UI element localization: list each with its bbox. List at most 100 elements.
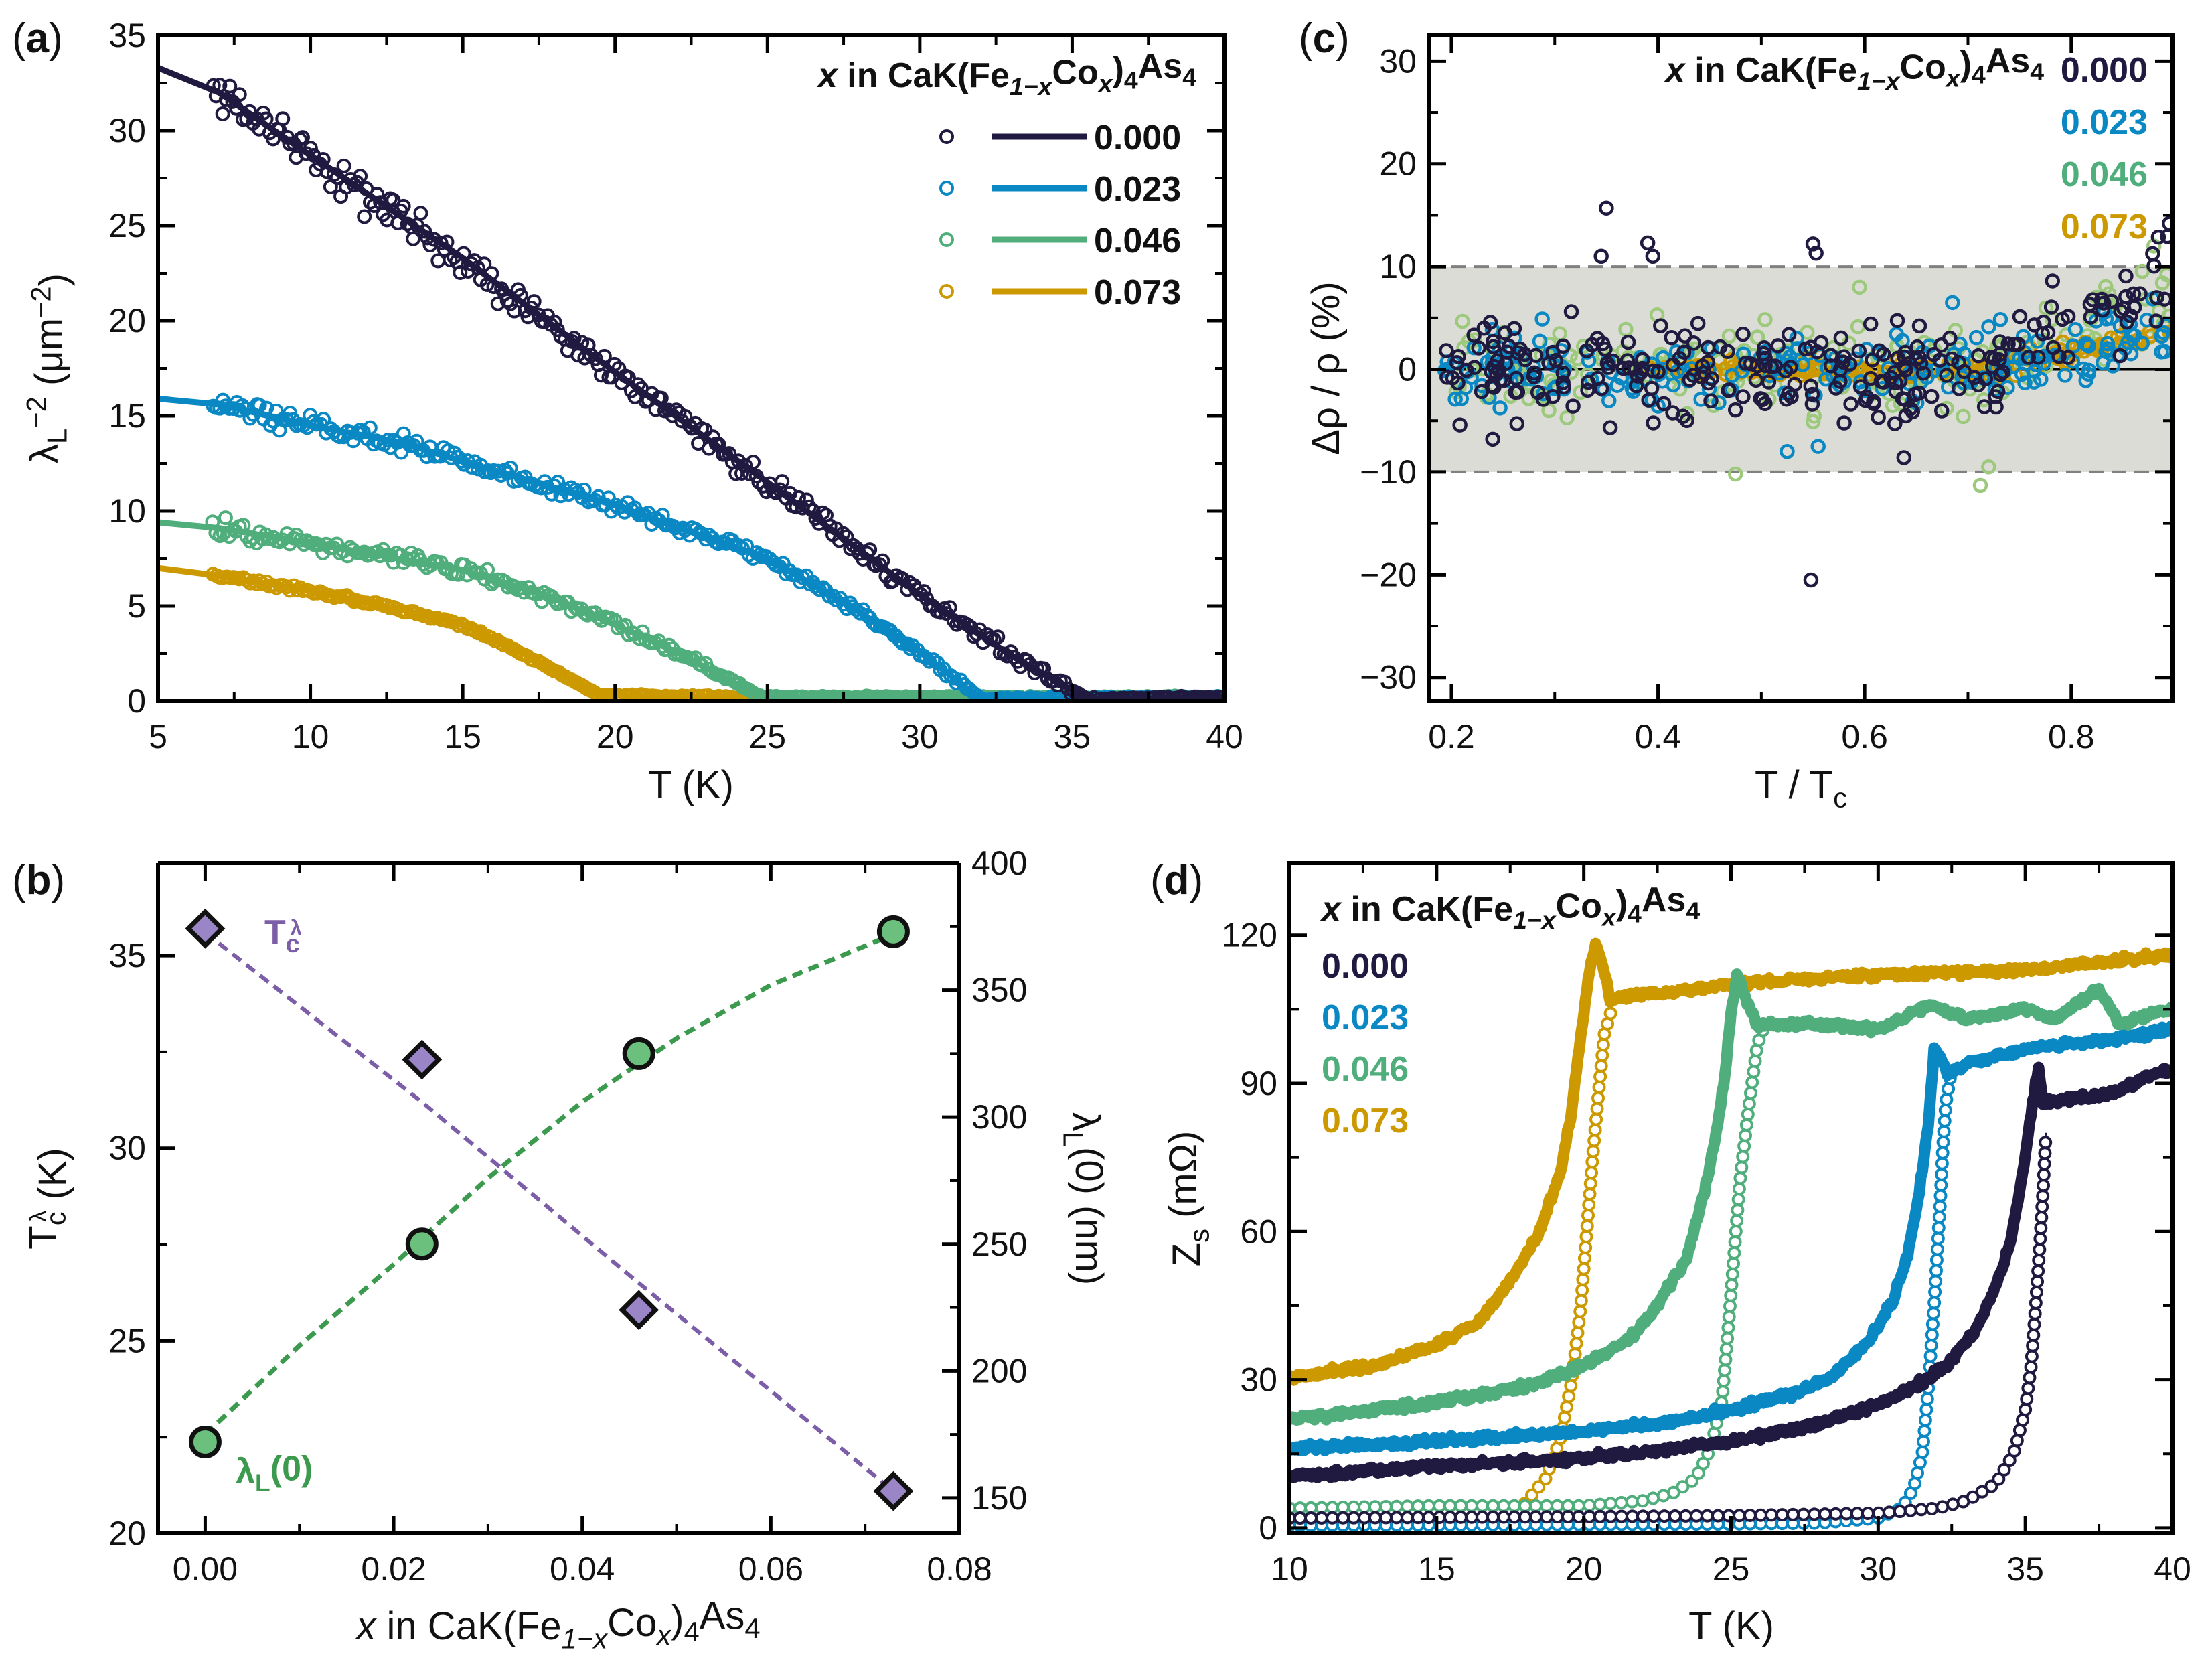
data-point xyxy=(1467,360,1482,375)
data-point xyxy=(1541,402,1557,419)
data-point xyxy=(215,106,230,121)
data-point xyxy=(2126,299,2142,315)
y-right-tick-label: 200 xyxy=(971,1352,1027,1389)
data-point xyxy=(2036,314,2051,330)
data-point xyxy=(394,445,409,460)
x-tick-label: 30 xyxy=(1860,1550,1897,1588)
data-point xyxy=(1911,318,1927,334)
open-data-point xyxy=(2025,1349,2039,1363)
open-data-point xyxy=(1572,1315,1586,1329)
open-data-point xyxy=(1931,1231,1945,1246)
open-data-point xyxy=(1940,1092,1954,1106)
series-solid-0.046 xyxy=(1289,968,2172,1426)
open-data-point xyxy=(1747,1065,1761,1079)
open-data-point xyxy=(1749,1043,1763,1057)
open-data-point xyxy=(1741,1107,1755,1121)
series-0.000 xyxy=(158,65,1224,701)
open-data-point xyxy=(1925,1317,1940,1331)
x-tick-label: 0.06 xyxy=(738,1550,803,1588)
plot-area-d xyxy=(1289,937,2172,1533)
data-point xyxy=(1677,328,1693,344)
x-tick-label: 25 xyxy=(748,718,786,755)
tc-point xyxy=(185,908,226,949)
y-right-tick-label: 250 xyxy=(971,1225,1027,1263)
open-data-point xyxy=(1918,1413,1932,1427)
y-right-tick-label: 150 xyxy=(971,1479,1027,1517)
open-data-point xyxy=(1928,1285,1942,1299)
open-data-point xyxy=(1711,1509,1725,1523)
data-point xyxy=(386,192,401,208)
open-data-point xyxy=(1532,1480,1546,1494)
data-point xyxy=(1452,417,1468,433)
open-data-point xyxy=(1942,1082,1956,1096)
data-point xyxy=(353,169,368,184)
y-tick-label: 120 xyxy=(1222,917,1277,954)
open-data-point xyxy=(2037,1179,2051,1193)
y-tick-label: 35 xyxy=(108,17,146,54)
plot-area-a xyxy=(158,65,1224,701)
data-point xyxy=(1956,408,1971,425)
legend-marker xyxy=(939,284,954,299)
data-point xyxy=(1466,327,1482,343)
data-point xyxy=(413,206,428,221)
open-data-point xyxy=(1593,1069,1607,1083)
data-point xyxy=(1968,329,1984,346)
data-point xyxy=(1508,384,1523,400)
y-tick-label: 0 xyxy=(127,682,146,720)
data-point xyxy=(477,256,492,272)
data-point xyxy=(1686,335,1702,351)
legend-label: 0.046 xyxy=(1322,1050,1409,1089)
open-data-point xyxy=(1625,1509,1639,1523)
data-point xyxy=(2010,336,2026,352)
open-data-point xyxy=(2029,1285,2043,1299)
open-data-point xyxy=(1748,1054,1762,1068)
x-tick-label: 10 xyxy=(292,718,329,755)
open-data-point xyxy=(1914,1503,1928,1517)
open-data-point xyxy=(1603,1497,1617,1511)
y-tick-label: −30 xyxy=(1360,659,1417,696)
data-point xyxy=(1990,384,2006,400)
data-point xyxy=(1655,350,1671,366)
data-point xyxy=(2094,291,2110,307)
data-point xyxy=(1911,385,1927,401)
open-data-point xyxy=(1590,1102,1604,1116)
open-data-point xyxy=(1723,1299,1737,1313)
open-data-point xyxy=(1592,1080,1606,1094)
open-data-point xyxy=(1724,1288,1738,1302)
open-data-point xyxy=(2038,1146,2052,1160)
open-data-point xyxy=(2028,1306,2042,1321)
open-data-point xyxy=(1743,1508,1757,1522)
data-point xyxy=(1471,340,1486,356)
y-tick-label: 30 xyxy=(108,1130,146,1167)
data-point xyxy=(1992,311,2008,327)
open-data-point xyxy=(1421,1511,1435,1525)
y-tick-label: 90 xyxy=(1240,1065,1277,1102)
data-point xyxy=(2159,267,2172,283)
open-data-point xyxy=(1582,1498,1596,1512)
open-data-point xyxy=(1314,1511,1328,1525)
data-point xyxy=(1459,362,1474,378)
data-point xyxy=(295,130,310,145)
panel-label: (a) xyxy=(12,15,63,62)
data-point xyxy=(2017,375,2033,391)
data-point xyxy=(2021,350,2037,365)
data-point xyxy=(1833,330,1849,346)
open-data-point xyxy=(1927,1296,1942,1310)
data-point xyxy=(1836,415,1852,431)
open-data-point xyxy=(1561,1499,1575,1513)
data-point-outlier xyxy=(1485,431,1500,447)
open-data-point xyxy=(1443,1499,1457,1513)
y-right-tick-label: 350 xyxy=(971,972,1027,1009)
data-point xyxy=(1971,348,1986,364)
legend-label: 0.046 xyxy=(1094,222,1181,260)
open-data-point xyxy=(1727,1256,1741,1270)
lambda-annotation: λL(0) xyxy=(236,1449,313,1497)
open-data-point xyxy=(1753,1508,1767,1522)
open-data-point xyxy=(1582,1198,1596,1212)
open-data-point xyxy=(1539,1510,1553,1524)
tc-point xyxy=(873,1470,914,1511)
series-0.000 xyxy=(1289,1132,2053,1525)
lambda-point xyxy=(876,915,910,948)
open-data-point xyxy=(1577,1262,1591,1276)
